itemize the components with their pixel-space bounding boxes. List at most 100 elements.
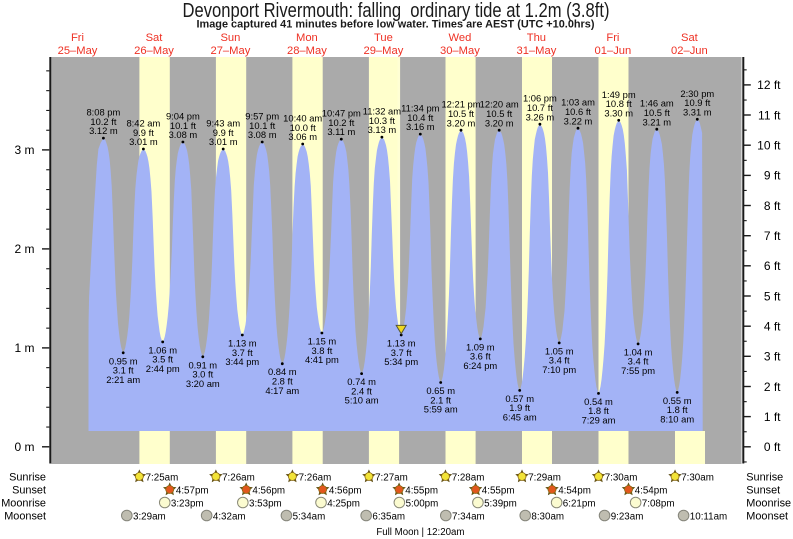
- svg-text:3:29am: 3:29am: [133, 512, 166, 523]
- svg-text:11:34 pm: 11:34 pm: [401, 103, 440, 114]
- svg-text:4:55pm: 4:55pm: [482, 486, 515, 497]
- svg-text:1.8 ft: 1.8 ft: [588, 405, 609, 416]
- svg-text:5:34 pm: 5:34 pm: [384, 356, 418, 367]
- svg-text:10:47 pm: 10:47 pm: [322, 108, 361, 119]
- svg-text:9:43 am: 9:43 am: [206, 118, 240, 129]
- svg-text:Moonrise: Moonrise: [1, 498, 46, 510]
- svg-text:26–May: 26–May: [134, 45, 174, 57]
- svg-text:3:53pm: 3:53pm: [249, 499, 282, 510]
- svg-text:7:29am: 7:29am: [528, 473, 561, 484]
- svg-text:4:55pm: 4:55pm: [405, 486, 438, 497]
- svg-text:10.3 ft: 10.3 ft: [369, 115, 395, 126]
- svg-text:1.15 m: 1.15 m: [308, 336, 337, 347]
- svg-text:Sunrise: Sunrise: [746, 472, 783, 484]
- svg-text:3.4 ft: 3.4 ft: [628, 356, 649, 367]
- svg-text:4:54pm: 4:54pm: [558, 486, 591, 497]
- svg-text:2.1 ft: 2.1 ft: [430, 394, 451, 405]
- svg-text:3.31 m: 3.31 m: [683, 106, 712, 117]
- svg-text:6:21pm: 6:21pm: [563, 499, 596, 510]
- svg-text:3.1 ft: 3.1 ft: [113, 365, 134, 376]
- svg-text:8:10 am: 8:10 am: [660, 414, 694, 425]
- svg-text:3.5 ft: 3.5 ft: [152, 354, 173, 365]
- svg-text:0.57 m: 0.57 m: [505, 393, 534, 404]
- svg-text:3.7 ft: 3.7 ft: [232, 347, 253, 358]
- svg-text:0.74 m: 0.74 m: [347, 376, 376, 387]
- svg-text:4:32am: 4:32am: [213, 512, 246, 523]
- svg-text:3.20 m: 3.20 m: [447, 117, 476, 128]
- svg-text:3.4 ft: 3.4 ft: [549, 355, 570, 366]
- svg-text:11:32 am: 11:32 am: [363, 106, 402, 117]
- svg-text:10:40 am: 10:40 am: [283, 113, 322, 124]
- svg-text:Sat: Sat: [146, 32, 164, 44]
- svg-text:3.21 m: 3.21 m: [642, 116, 671, 127]
- svg-text:10.9 ft: 10.9 ft: [684, 97, 710, 108]
- svg-text:8:08 pm: 8:08 pm: [86, 107, 120, 118]
- svg-text:0.84 m: 0.84 m: [268, 366, 297, 377]
- svg-text:1.09 m: 1.09 m: [466, 341, 495, 352]
- svg-text:10.7 ft: 10.7 ft: [527, 102, 553, 113]
- svg-text:3.16 m: 3.16 m: [406, 121, 435, 132]
- svg-text:8 ft: 8 ft: [764, 199, 781, 213]
- svg-text:3.13 m: 3.13 m: [368, 124, 397, 135]
- svg-text:Full Moon | 12:20am: Full Moon | 12:20am: [376, 527, 464, 538]
- svg-text:0 m: 0 m: [14, 440, 34, 454]
- svg-text:02–Jun: 02–Jun: [671, 45, 708, 57]
- svg-text:3.8 ft: 3.8 ft: [311, 345, 332, 356]
- svg-text:7:55 pm: 7:55 pm: [621, 365, 655, 376]
- svg-text:Thu: Thu: [527, 32, 546, 44]
- svg-text:4 ft: 4 ft: [764, 320, 781, 334]
- svg-text:Fri: Fri: [606, 32, 619, 44]
- svg-text:5:00pm: 5:00pm: [406, 499, 439, 510]
- svg-text:6 ft: 6 ft: [764, 259, 781, 273]
- svg-text:2:30 pm: 2:30 pm: [680, 88, 714, 99]
- svg-text:4:56pm: 4:56pm: [252, 486, 285, 497]
- svg-text:10.1 ft: 10.1 ft: [170, 120, 196, 131]
- svg-text:11 ft: 11 ft: [758, 108, 781, 122]
- svg-text:7:26am: 7:26am: [222, 473, 255, 484]
- svg-text:3:20 am: 3:20 am: [186, 378, 220, 389]
- svg-text:10.0 ft: 10.0 ft: [290, 122, 316, 133]
- svg-text:0.65 m: 0.65 m: [426, 385, 455, 396]
- svg-text:29–May: 29–May: [363, 45, 403, 57]
- svg-text:2 ft: 2 ft: [764, 380, 781, 394]
- svg-text:Tue: Tue: [374, 32, 393, 44]
- svg-text:10.5 ft: 10.5 ft: [486, 108, 512, 119]
- svg-text:3.12 m: 3.12 m: [89, 125, 118, 136]
- svg-text:3.01 m: 3.01 m: [129, 136, 158, 147]
- svg-text:7 ft: 7 ft: [764, 229, 781, 243]
- svg-text:1.06 m: 1.06 m: [148, 344, 177, 355]
- svg-text:7:30am: 7:30am: [681, 473, 714, 484]
- svg-text:2 m: 2 m: [14, 242, 34, 256]
- svg-text:3 ft: 3 ft: [764, 350, 781, 364]
- svg-text:10.2 ft: 10.2 ft: [90, 116, 116, 127]
- svg-text:0 ft: 0 ft: [764, 440, 781, 454]
- svg-text:8:42 am: 8:42 am: [126, 118, 160, 129]
- svg-text:5:39pm: 5:39pm: [484, 499, 517, 510]
- svg-text:3.22 m: 3.22 m: [564, 115, 593, 126]
- svg-text:6:45 am: 6:45 am: [503, 412, 537, 423]
- svg-text:2:44 pm: 2:44 pm: [146, 363, 180, 374]
- svg-text:Sun: Sun: [220, 32, 240, 44]
- svg-text:12:20 am: 12:20 am: [480, 99, 519, 110]
- svg-text:1 ft: 1 ft: [764, 410, 781, 424]
- svg-text:1 m: 1 m: [14, 341, 34, 355]
- svg-text:31–May: 31–May: [516, 45, 556, 57]
- svg-text:1.13 m: 1.13 m: [228, 338, 257, 349]
- svg-text:10 ft: 10 ft: [757, 139, 781, 153]
- svg-text:27–May: 27–May: [210, 45, 250, 57]
- svg-text:10.8 ft: 10.8 ft: [606, 98, 632, 109]
- svg-text:12:21 pm: 12:21 pm: [441, 99, 480, 110]
- svg-text:7:30am: 7:30am: [605, 473, 638, 484]
- svg-text:10.5 ft: 10.5 ft: [448, 108, 474, 119]
- svg-text:8:30am: 8:30am: [531, 512, 564, 523]
- svg-text:1:06 pm: 1:06 pm: [523, 93, 557, 104]
- svg-text:10:11am: 10:11am: [690, 512, 727, 523]
- svg-text:6:24 pm: 6:24 pm: [463, 360, 497, 371]
- svg-text:Moonset: Moonset: [746, 511, 788, 523]
- svg-text:9:04 pm: 9:04 pm: [166, 111, 200, 122]
- svg-text:2.4 ft: 2.4 ft: [351, 385, 372, 396]
- svg-text:9.9 ft: 9.9 ft: [133, 127, 154, 138]
- svg-text:5:59 am: 5:59 am: [424, 404, 458, 415]
- svg-text:1:03 am: 1:03 am: [561, 97, 595, 108]
- svg-text:9 ft: 9 ft: [764, 169, 781, 183]
